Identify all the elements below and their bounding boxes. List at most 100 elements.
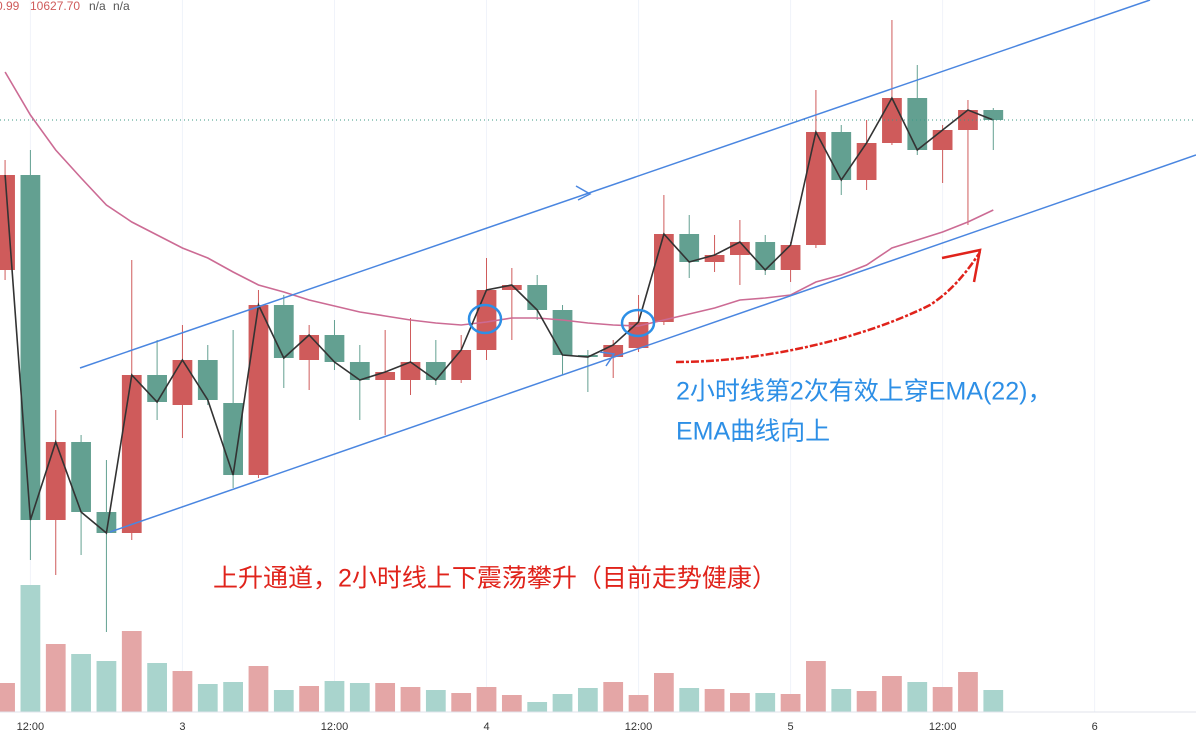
volume-bar [704,689,725,712]
candle-body [831,132,852,180]
volume-bar [45,644,66,712]
volume-bar [907,682,928,712]
candle-body [932,130,953,150]
volume-bar [0,683,15,712]
candle-body [45,442,66,520]
volume-bar [653,673,674,712]
candle-body [983,110,1004,120]
volume-bar [273,690,294,712]
time-axis: 12:00 3 12:00 4 12:00 5 12:00 6 [17,721,1098,733]
candle-body [349,362,370,380]
candle-body [755,242,776,270]
candle-body [577,355,598,357]
candle-body [501,285,522,290]
volume-bar [679,688,700,712]
candle-body [0,175,15,270]
candle-body [704,255,725,262]
cross-marker [620,308,656,338]
volume-bar [375,683,396,712]
volume-bar [552,694,573,712]
candle-body [197,360,218,400]
channel-upper [79,0,1151,369]
candle-body [273,305,294,358]
candle-body [856,143,877,180]
x-tick-label: 6 [1092,721,1098,733]
candle-body [299,335,320,360]
cross-marker [467,303,503,335]
candle-body [71,442,91,512]
volume-bar [932,687,953,712]
candle-body [907,98,928,150]
volume-bar [806,661,826,712]
channel-lower [109,154,1196,533]
header-value: n/a [89,0,106,13]
x-tick-label: 12:00 [321,721,349,733]
volume-bar [425,690,446,712]
candle-body [451,350,472,380]
x-tick-label: 12:00 [625,721,653,733]
volume-bar [451,693,472,712]
curved-arrow [675,251,982,364]
volume-bar [603,682,624,712]
volume-bar [223,682,244,712]
candle-body [425,362,446,380]
volume-bar [324,681,345,712]
volume-bar [400,687,421,712]
candle-body [324,335,345,362]
candle-body [248,305,269,475]
channel-arrow [575,185,592,201]
arrow-head [941,248,982,283]
volume-bar [983,690,1004,712]
volume-bar [96,661,117,712]
ema-line [4,71,994,327]
x-tick-label: 5 [788,721,794,733]
volume-bar [476,687,497,712]
volume-bar [71,654,91,712]
candle-body [375,372,396,380]
candle-body [96,512,117,533]
volume-bar [856,691,877,712]
annotation: EMA曲线向上 [676,418,830,446]
candle-body [20,175,41,520]
close-line [4,96,994,535]
candle-body [172,360,193,405]
candle-body [527,285,548,310]
volume-bar [958,672,978,712]
candle-body [223,403,244,475]
volume-bar [628,695,649,712]
volume-bar [197,684,218,712]
volume-bar [248,666,269,712]
line-layer [0,71,1196,535]
candle-body [780,245,801,270]
volume-bar [20,585,41,712]
volume-bar [527,702,548,712]
candle-body [552,310,573,355]
candle-body [882,98,902,143]
header-value: 0.99 [0,0,20,13]
volume-layer [0,585,1004,712]
volume-bar [172,671,193,712]
candle-body [476,290,497,350]
candle-body [958,110,978,130]
header-value: n/a [113,0,130,13]
annotation: 上升通道，2小时线上下震荡攀升（目前走势健康） [213,565,777,593]
volume-bar [349,683,370,712]
volume-bar [831,689,852,712]
volume-bar [501,695,522,712]
volume-bar [147,663,167,712]
header-value: 10627.70 [30,0,80,13]
candle-layer [0,20,1004,632]
candle-body [121,375,142,533]
volume-bar [730,693,750,712]
candle-body [679,234,700,262]
candle-body [400,362,421,380]
volume-bar [882,676,902,712]
x-tick-label: 3 [179,721,185,733]
candle-body [806,132,826,245]
x-tick-label: 12:00 [17,721,45,733]
volume-bar [755,693,776,712]
x-tick-label: 4 [483,721,489,733]
x-tick-label: 12:00 [929,721,957,733]
